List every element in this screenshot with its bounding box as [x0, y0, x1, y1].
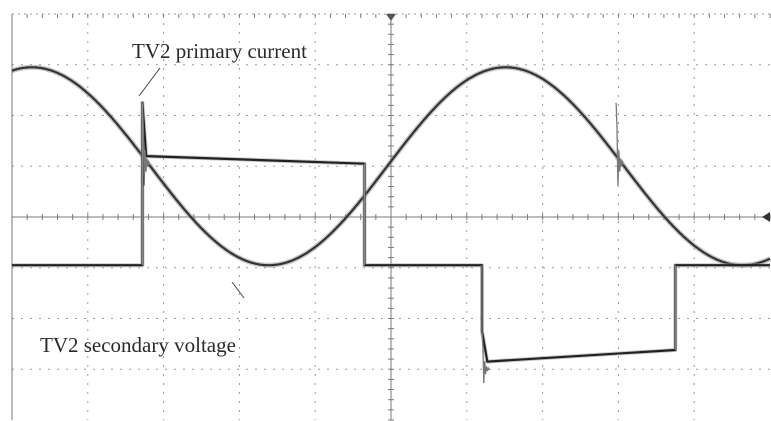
grid [11, 13, 771, 421]
series-layer [10, 64, 771, 384]
label-primary-current: TV2 primary current [132, 39, 307, 63]
ringing-spike [141, 102, 151, 186]
trigger-position-marker [386, 14, 396, 21]
series-primary-current [11, 66, 771, 267]
ringing-spike [481, 331, 490, 384]
trigger-level-marker [762, 212, 770, 222]
annotations: TV2 primary current TV2 secondary voltag… [40, 39, 307, 357]
label-secondary-voltage: TV2 secondary voltage [40, 333, 236, 357]
leader-primary-current [138, 67, 161, 97]
leader-secondary-voltage [231, 281, 245, 299]
ringing-spike [615, 102, 625, 186]
